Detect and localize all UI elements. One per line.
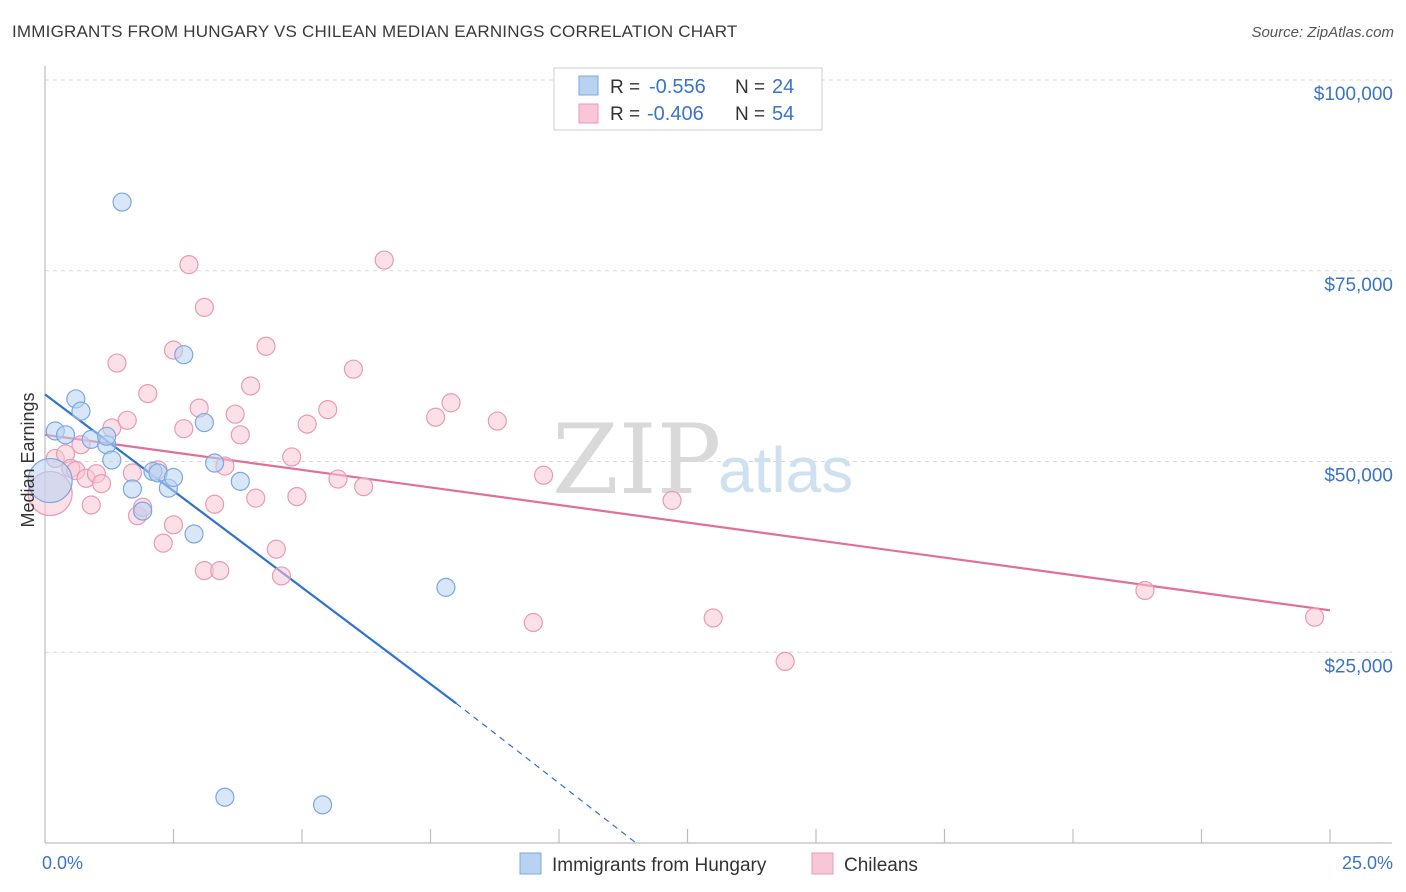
chart-title: IMMIGRANTS FROM HUNGARY VS CHILEAN MEDIA… (12, 22, 738, 41)
point-chileans (1135, 580, 1155, 601)
r-label: R = (610, 77, 640, 98)
point-chileans (533, 465, 554, 485)
legend-label-chileans: Chileans (844, 855, 918, 876)
n-label: N = (735, 104, 765, 125)
n-label: N = (735, 77, 765, 98)
point-chileans (246, 488, 266, 508)
point-hungary (71, 401, 91, 421)
chileans-swatch (578, 103, 599, 124)
point-hungary (215, 787, 235, 807)
y-axis-title: Median Earnings (18, 392, 38, 527)
legend-swatch-chileans (811, 852, 834, 875)
y-tick-label: $75,000 (1324, 275, 1393, 296)
point-chileans (282, 447, 302, 467)
point-hungary (97, 426, 117, 446)
legend-swatch-hungary (519, 852, 542, 875)
point-chileans (256, 336, 276, 356)
x-tick-label: 25.0% (1342, 853, 1393, 873)
point-chileans (122, 463, 142, 483)
r-label: R = (610, 104, 640, 125)
point-chileans (241, 376, 261, 396)
point-chileans (662, 490, 682, 511)
point-hungary (312, 795, 333, 815)
point-hungary (133, 501, 153, 521)
point-hungary (27, 457, 73, 504)
n-value: 24 (772, 76, 794, 98)
legend-label-hungary: Immigrants from Hungary (552, 855, 767, 876)
legend-item-hungary[interactable]: Immigrants from Hungary (519, 852, 767, 876)
point-hungary (102, 450, 122, 470)
point-hungary (194, 412, 214, 433)
trend-line-hungary-extension (455, 702, 637, 844)
legend: Immigrants from Hungary Chileans (519, 852, 918, 876)
point-chileans (426, 407, 446, 427)
point-hungary (205, 453, 225, 473)
y-tick-label: $100,000 (1314, 84, 1393, 105)
point-chileans (1304, 607, 1325, 627)
watermark: ZIP atlas (552, 404, 853, 516)
point-chileans (374, 250, 394, 270)
point-chileans (354, 477, 374, 497)
point-chileans (153, 533, 173, 553)
point-hungary (122, 479, 142, 499)
correlation-stats-box: R = -0.556 N = 24 R = -0.406 N = 54 (553, 67, 823, 131)
point-hungary (436, 577, 456, 597)
r-value: -0.556 (649, 76, 706, 98)
point-chileans (210, 561, 230, 581)
tick-labels: $25,000 $50,000 $75,000 $100,000 0.0% 25.0% (42, 84, 1393, 873)
point-chileans (179, 255, 199, 275)
point-chileans (174, 419, 194, 439)
y-tick-label: $50,000 (1324, 466, 1393, 487)
hungary-swatch (578, 75, 599, 96)
point-chileans (703, 608, 723, 628)
point-chileans (287, 486, 307, 507)
point-chileans (523, 612, 543, 633)
point-chileans (163, 515, 184, 535)
point-chileans (91, 474, 112, 494)
point-hungary (55, 425, 76, 445)
point-hungary (184, 524, 204, 544)
chart-source: Source: ZipAtlas.com (1251, 24, 1394, 41)
x-tick-label: 0.0% (42, 853, 83, 873)
axes (44, 66, 1392, 844)
point-chileans (271, 566, 292, 586)
point-chileans (205, 494, 225, 514)
point-chileans (225, 404, 245, 424)
watermark-atlas: atlas (718, 434, 853, 506)
stats-row-chileans: R = -0.406 N = 54 (578, 103, 794, 125)
n-value: 54 (772, 103, 794, 125)
point-chileans (318, 400, 338, 420)
point-chileans (328, 469, 348, 489)
point-chileans (81, 495, 101, 515)
point-hungary (163, 467, 184, 488)
point-chileans (343, 359, 363, 379)
point-chileans (107, 353, 127, 373)
legend-item-chileans[interactable]: Chileans (811, 852, 918, 876)
point-chileans (775, 651, 795, 672)
stats-row-hungary: R = -0.556 N = 24 (578, 75, 794, 98)
trend-line-chileans (44, 433, 1331, 612)
point-chileans (441, 393, 461, 413)
r-value: -0.406 (647, 103, 704, 125)
grid-lines (45, 79, 1392, 653)
point-hungary (112, 192, 132, 212)
point-chileans (487, 411, 507, 431)
point-hungary (174, 345, 194, 365)
y-tick-label: $25,000 (1324, 656, 1393, 677)
data-points (27, 192, 1325, 815)
point-hungary (230, 471, 250, 491)
point-chileans (230, 425, 250, 445)
watermark-zip: ZIP (552, 404, 721, 516)
point-chileans (194, 297, 214, 317)
point-chileans (138, 383, 158, 404)
point-chileans (117, 410, 137, 430)
point-chileans (266, 539, 286, 559)
point-chileans (297, 414, 317, 434)
